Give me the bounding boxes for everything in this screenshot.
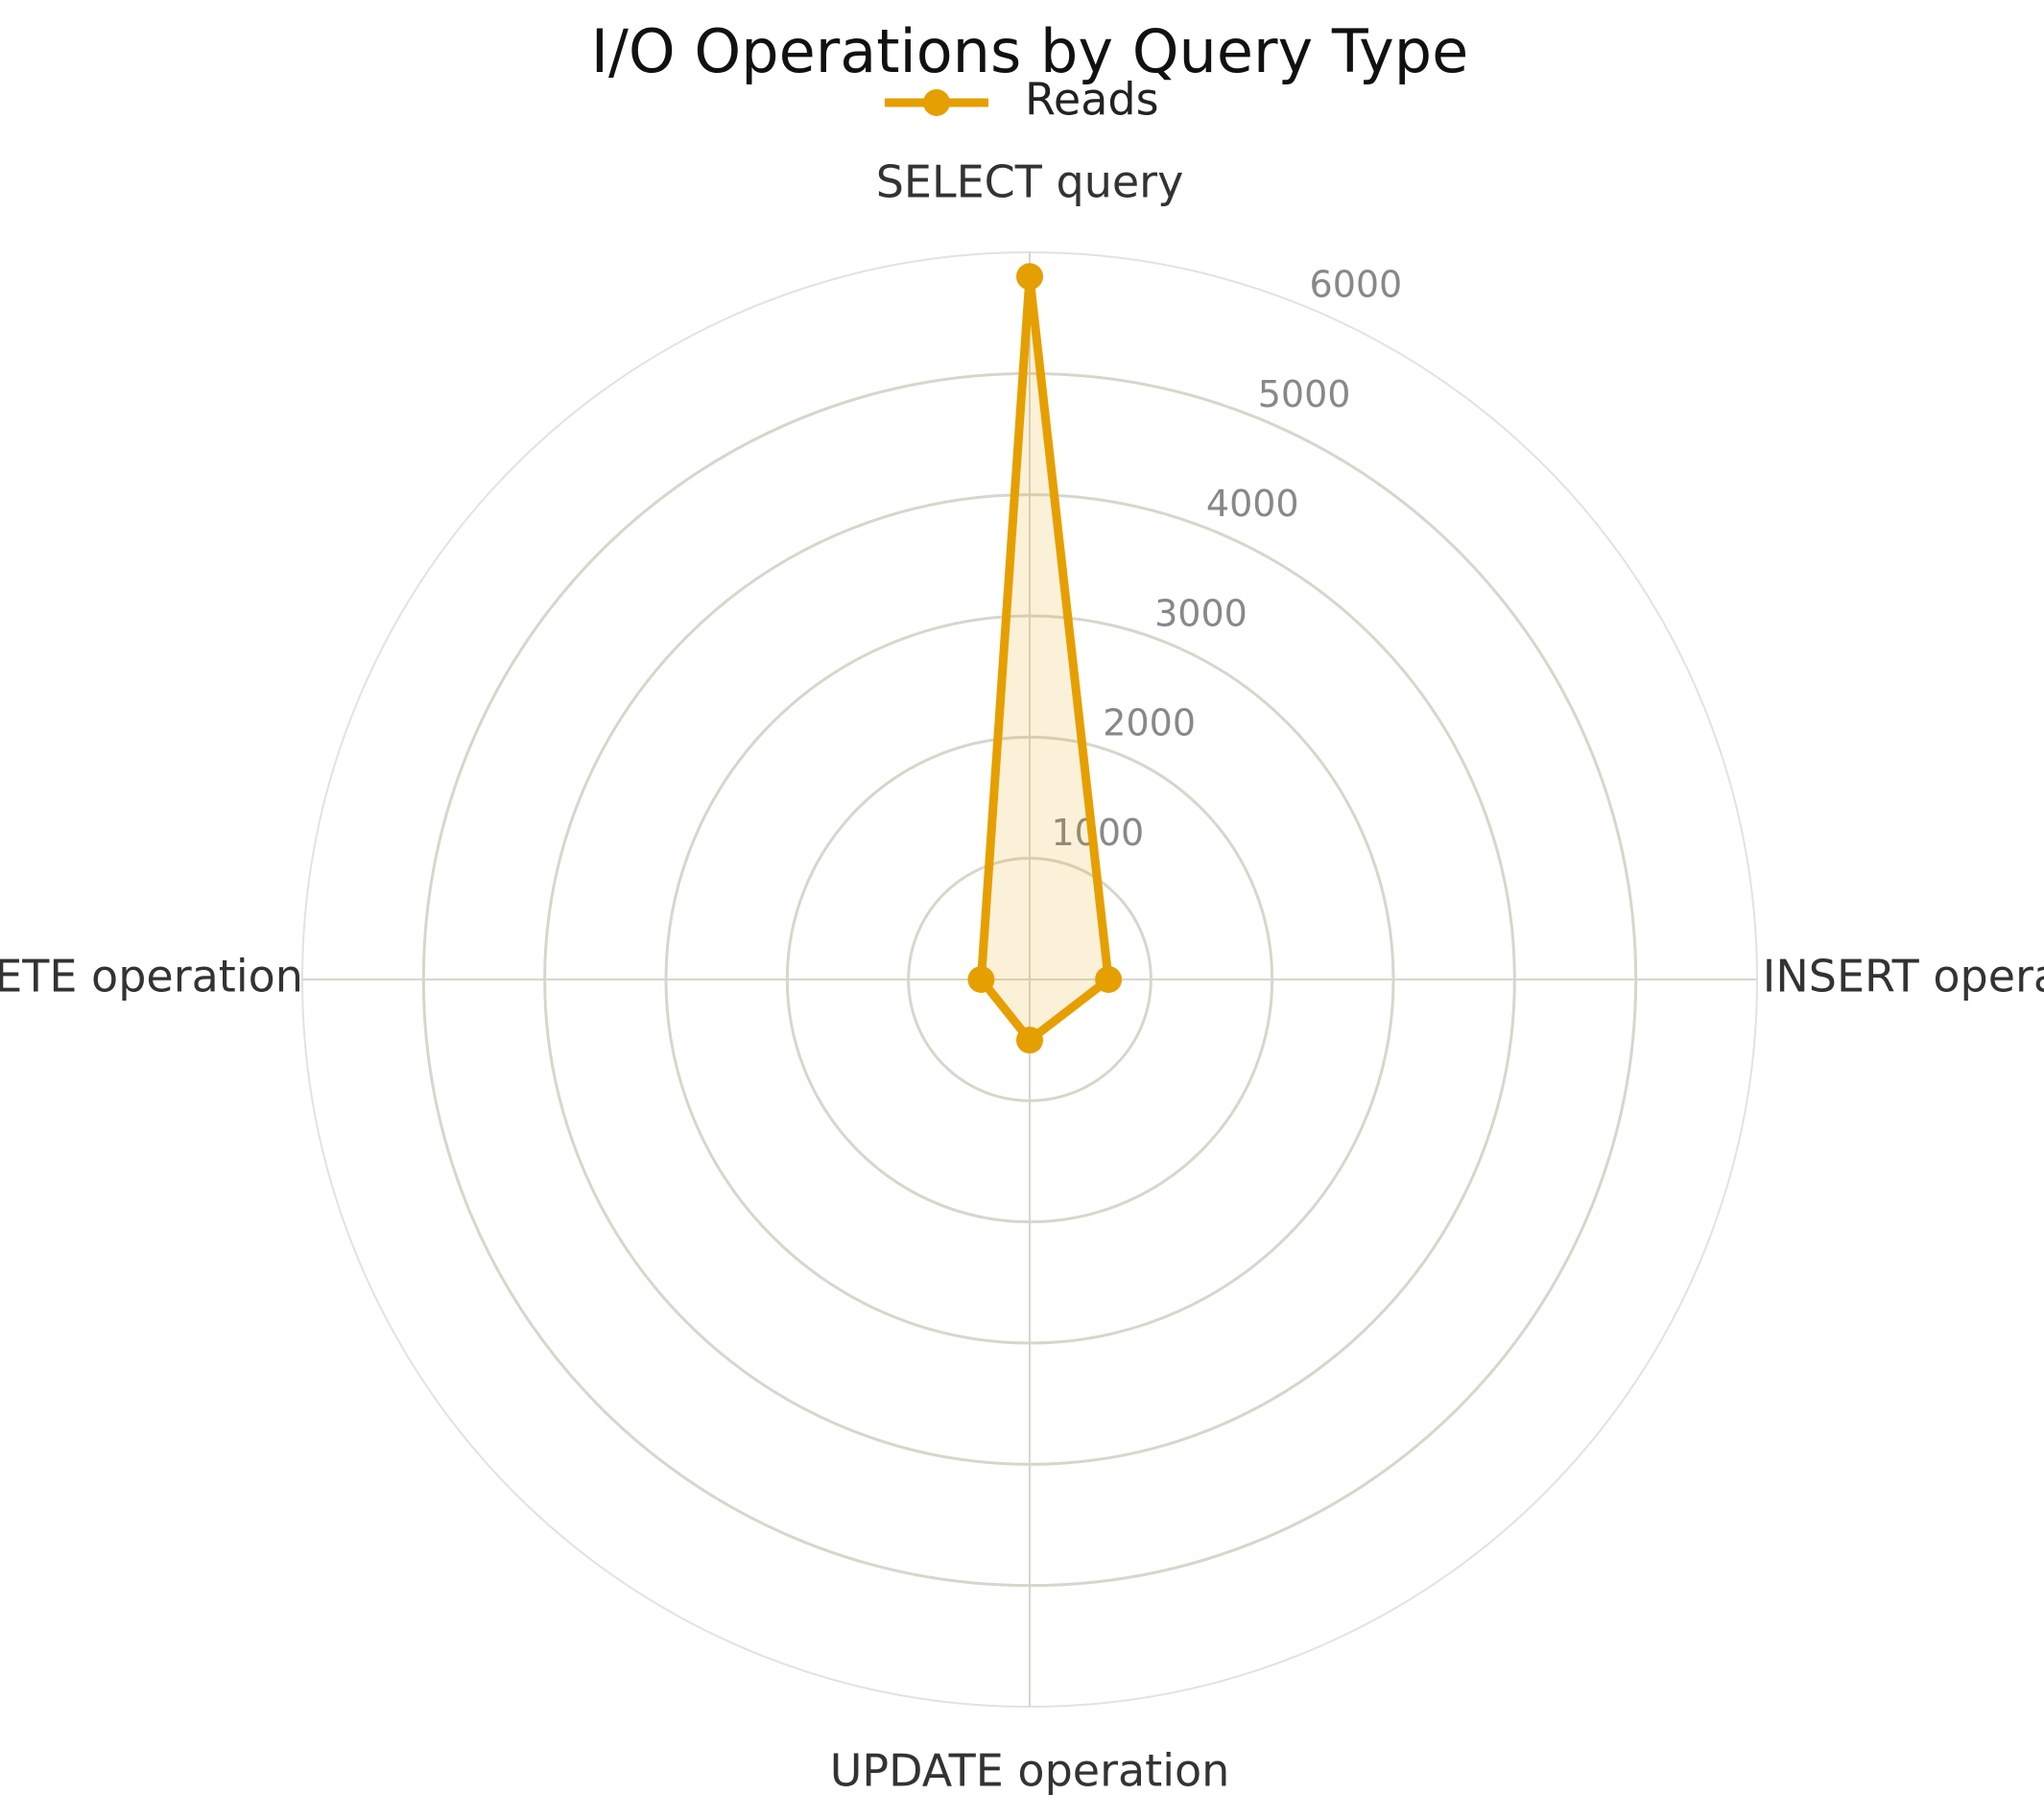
r-tick-label: 3000 (1154, 592, 1248, 634)
r-tick-label: 4000 (1206, 483, 1299, 525)
legend-label: Reads (1025, 74, 1159, 126)
category-label: UPDATE operation (830, 1745, 1230, 1797)
r-tick-label: 2000 (1103, 702, 1196, 744)
r-tick-label: 5000 (1258, 373, 1351, 415)
category-label: DELETE operation (0, 951, 303, 1003)
chart-title: I/O Operations by Query Type (591, 16, 1469, 86)
radar-point (967, 966, 995, 993)
radar-point (1016, 263, 1043, 291)
radar-point (1016, 1027, 1043, 1054)
category-label: SELECT query (876, 156, 1184, 208)
legend-marker (923, 89, 950, 116)
radar-point (1095, 966, 1123, 993)
radar-area (981, 276, 1109, 1041)
r-tick-label: 6000 (1310, 264, 1403, 306)
category-label: INSERT operation (1763, 951, 2044, 1003)
